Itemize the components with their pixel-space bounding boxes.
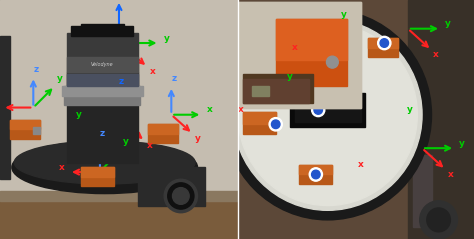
Bar (67, 57, 138, 72)
Bar (295, 98, 361, 122)
Bar (238, 2, 361, 108)
Bar (67, 33, 138, 86)
Circle shape (233, 19, 422, 210)
Text: z: z (171, 74, 176, 83)
Bar (243, 74, 313, 103)
Circle shape (272, 120, 280, 129)
Text: z: z (100, 129, 105, 138)
Text: y: y (123, 136, 129, 146)
Text: x: x (59, 163, 65, 172)
Bar (408, 0, 474, 239)
Text: y: y (445, 19, 451, 28)
Circle shape (380, 39, 389, 47)
Circle shape (314, 106, 322, 114)
Bar (368, 38, 399, 48)
Circle shape (164, 179, 198, 213)
Bar (299, 165, 332, 184)
Circle shape (427, 208, 450, 232)
Bar (81, 167, 114, 186)
Text: Velodyne: Velodyne (91, 62, 114, 67)
Circle shape (311, 170, 320, 179)
Circle shape (311, 103, 325, 117)
Circle shape (309, 168, 322, 181)
Bar (72, 26, 133, 36)
Bar (9, 120, 40, 139)
Ellipse shape (14, 141, 195, 184)
Bar (243, 79, 309, 103)
Bar (243, 112, 276, 134)
Bar (9, 120, 40, 129)
Bar (413, 155, 431, 227)
Circle shape (419, 201, 457, 239)
Bar (0, 36, 9, 179)
Text: y: y (459, 139, 465, 148)
Text: z: z (119, 77, 124, 86)
Circle shape (224, 10, 431, 220)
Text: y: y (194, 134, 201, 143)
Circle shape (378, 36, 391, 50)
Bar (252, 86, 269, 96)
Text: x: x (447, 170, 453, 179)
Bar (299, 165, 332, 174)
Circle shape (173, 188, 189, 204)
Bar (276, 19, 346, 60)
Bar (62, 86, 143, 96)
Text: y: y (75, 110, 82, 119)
Bar (368, 38, 399, 57)
Bar (0, 0, 238, 196)
Text: x: x (147, 141, 153, 150)
Text: x: x (358, 160, 364, 169)
Bar (138, 167, 205, 206)
Circle shape (238, 24, 417, 206)
Text: y: y (341, 10, 347, 19)
Text: x: x (237, 105, 243, 114)
Bar (0, 191, 238, 201)
Circle shape (327, 56, 338, 68)
Bar (243, 112, 276, 124)
Bar (147, 124, 178, 134)
Bar (33, 127, 40, 134)
Text: x: x (149, 67, 155, 76)
Ellipse shape (12, 141, 198, 194)
Bar (64, 86, 140, 105)
Bar (0, 196, 238, 239)
Text: y: y (164, 34, 170, 43)
Bar (67, 72, 138, 163)
Bar (290, 93, 365, 127)
Text: x: x (433, 50, 439, 60)
Bar (147, 124, 178, 143)
Bar (81, 167, 114, 177)
Text: y: y (56, 74, 63, 83)
Text: y: y (287, 72, 293, 81)
Bar (81, 24, 124, 29)
Text: z: z (33, 65, 38, 74)
Text: x: x (207, 105, 212, 114)
Circle shape (269, 118, 283, 131)
Bar (238, 2, 361, 108)
Circle shape (168, 183, 194, 209)
Text: x: x (292, 43, 298, 52)
Bar (67, 74, 138, 86)
Bar (276, 19, 346, 86)
Text: y: y (407, 105, 413, 114)
